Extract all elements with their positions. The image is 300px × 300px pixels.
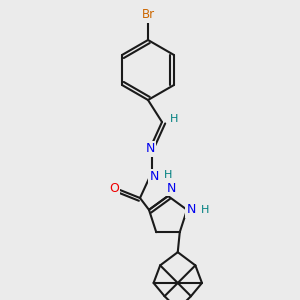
Text: N: N [145,142,155,155]
Text: N: N [166,182,176,194]
Text: N: N [149,170,159,184]
Text: O: O [109,182,119,194]
Text: H: H [164,170,172,180]
Text: Br: Br [141,8,154,22]
Text: H: H [170,114,178,124]
Text: H: H [201,205,209,215]
Text: N: N [186,203,196,216]
